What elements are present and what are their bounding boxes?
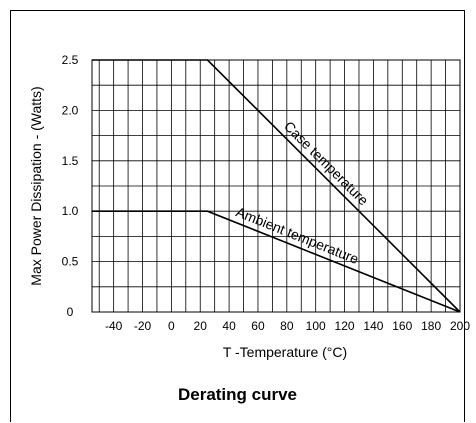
x-tick-labels: -40 -20 0 20 40 60 80 100 120 140 160 180 200 [105, 319, 470, 333]
case-temperature-line [92, 59, 461, 313]
x-tick-label: 120 [335, 319, 355, 333]
ambient-temperature-line [92, 210, 461, 313]
y-tick-label: 2.0 [62, 103, 79, 117]
grid [91, 59, 461, 313]
x-tick-label: 0 [168, 319, 175, 333]
x-tick-label: 160 [392, 319, 412, 333]
y-tick-label: 2.5 [62, 53, 79, 67]
y-tick-label: 1.0 [62, 204, 79, 218]
x-tick-label: 60 [251, 319, 265, 333]
x-tick-label: -20 [134, 319, 152, 333]
x-tick-label: 80 [280, 319, 294, 333]
chart-frame [10, 10, 465, 422]
chart-caption: Derating curve [177, 385, 298, 404]
x-tick-label: -40 [105, 319, 123, 333]
y-axis-label: Max Power Dissipation - (Watts) [28, 86, 44, 285]
x-tick-label: 140 [363, 319, 383, 333]
y-tick-labels: 0 0.5 1.0 1.5 2.0 2.5 [62, 53, 79, 319]
y-tick-label: 1.5 [62, 154, 79, 168]
x-tick-label: 200 [450, 319, 470, 333]
x-axis-label: T -Temperature (°C) [223, 344, 347, 360]
x-tick-label: 180 [421, 319, 441, 333]
y-tick-label: 0.5 [62, 255, 79, 269]
x-tick-label: 40 [222, 319, 236, 333]
y-tick-label: 0 [67, 305, 74, 319]
case-temperature-label: Case temperature [281, 118, 372, 209]
ambient-temperature-label: Ambient temperature [234, 204, 362, 267]
x-tick-label: 20 [194, 319, 208, 333]
x-tick-label: 100 [306, 319, 326, 333]
series-lines [92, 59, 461, 313]
